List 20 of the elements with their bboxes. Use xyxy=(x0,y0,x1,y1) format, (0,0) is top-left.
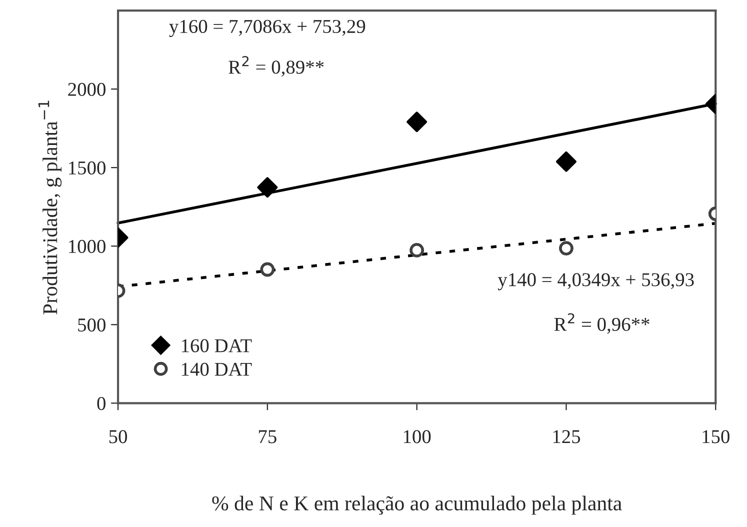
y-tick-label: 1000 xyxy=(69,240,106,254)
x-tick-label: 150 xyxy=(702,430,730,444)
y-tick-label: 500 xyxy=(78,318,106,332)
y-tick-label: 2000 xyxy=(68,82,106,96)
x-tick-label: 100 xyxy=(404,430,431,444)
legend-label: 140 DAT xyxy=(182,362,252,376)
annotation: R$^{2}$ = 0,89** xyxy=(228,56,324,77)
x-tick-label: 50 xyxy=(109,430,128,444)
annotation: y160 = 7,7086x + 753,29 xyxy=(169,20,366,38)
legend-label: 160 DAT xyxy=(182,339,252,352)
x-tick-label: 75 xyxy=(258,430,276,444)
point xyxy=(406,112,427,132)
annotation: R$^{2}$ = 0,96** xyxy=(554,313,650,334)
y-axis-title: Produtividade, g planta$^{−1}$ xyxy=(38,100,62,314)
y-tick-label: 1500 xyxy=(69,161,106,175)
x-axis-title: % de N e K em relação ao acumulado pela planta xyxy=(212,496,622,515)
annotation: y140 = 4,0349x + 536,93 xyxy=(498,273,694,290)
y-tick-label: 0 xyxy=(97,396,106,410)
x-tick-label: 125 xyxy=(553,430,580,444)
point xyxy=(410,242,424,258)
